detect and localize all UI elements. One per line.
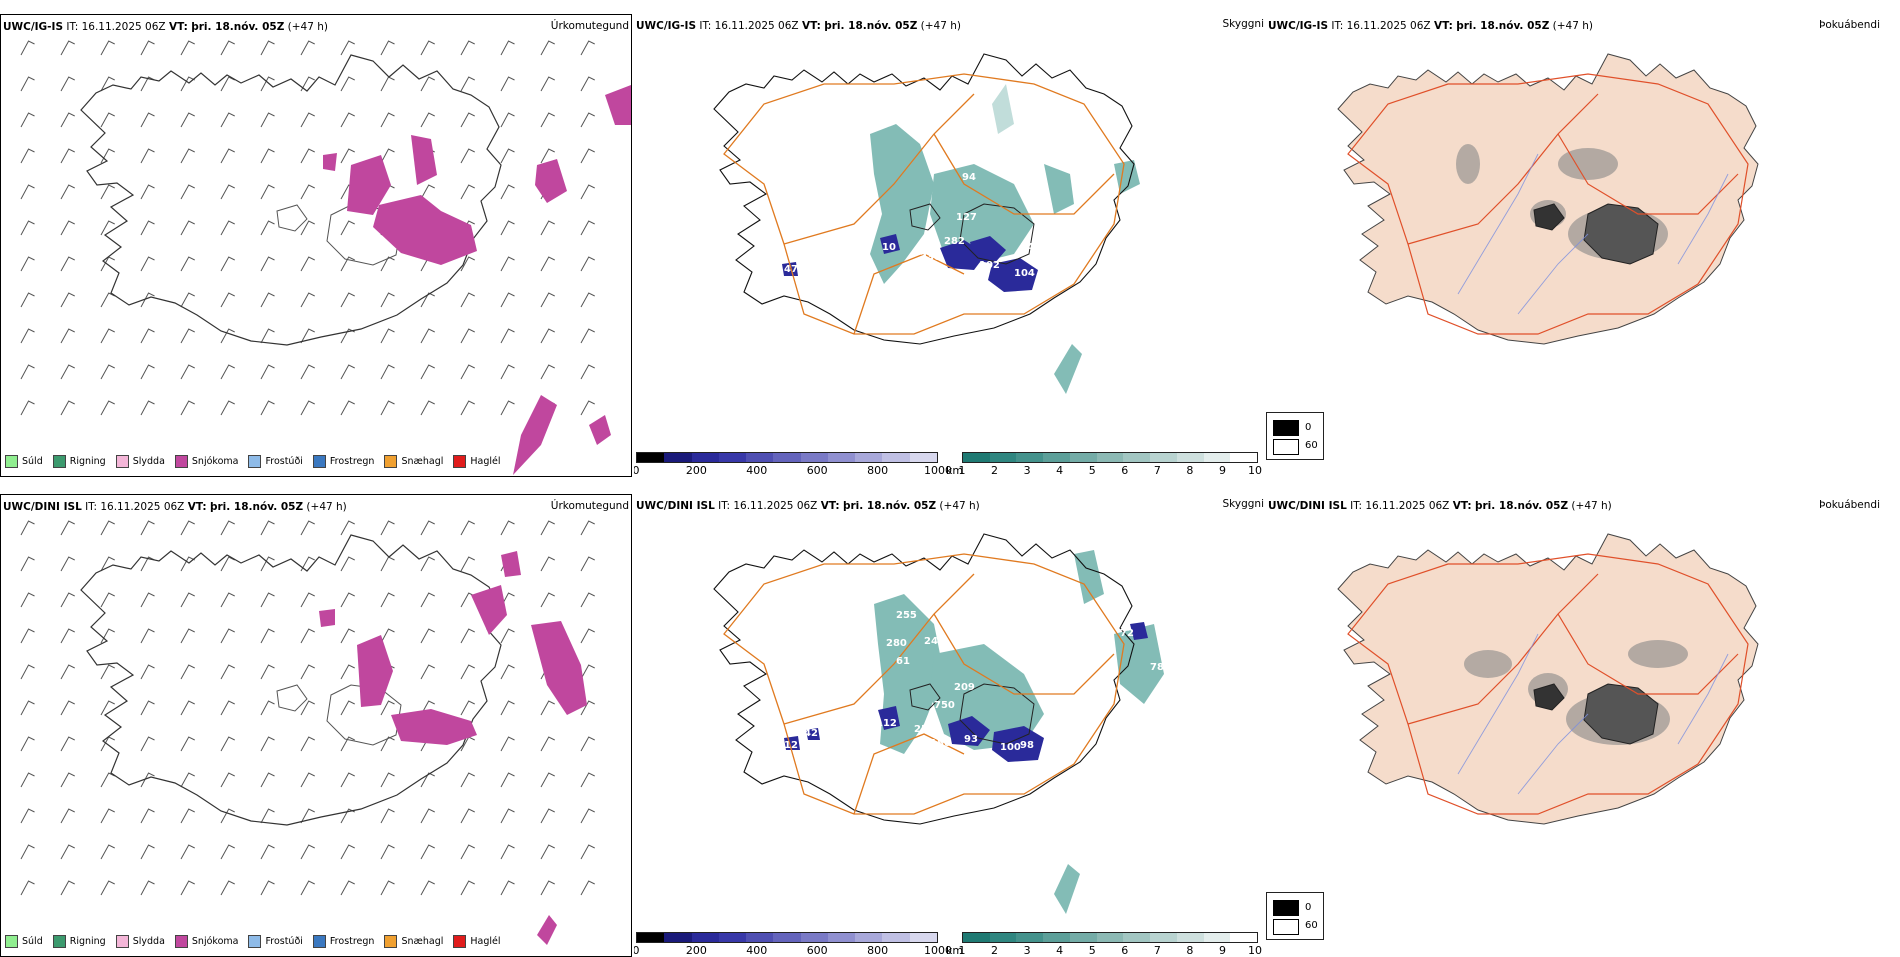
legend-item-haglel: Haglél: [453, 935, 501, 948]
svg-text:255: 255: [896, 610, 917, 621]
svg-text:12: 12: [784, 740, 798, 751]
svg-text:209: 209: [954, 682, 975, 693]
legend-item-frostudi: Frostúði: [248, 455, 303, 468]
precip-type-map: [20, 40, 631, 475]
visibility-colorbar: 1 2 3 4 5 6 7 8 9 10 km: [946, 452, 1262, 477]
legend-item-frostudi: Frostúði: [248, 935, 303, 948]
fog-map: [1337, 533, 1759, 825]
variable-label: Þokuábendi: [1819, 19, 1880, 31]
visibility-map: 255 249 280 61 209 750 72 57 77 787 112 …: [713, 533, 1171, 914]
svg-text:57: 57: [1142, 610, 1156, 621]
fog-map: [1337, 53, 1759, 345]
variable-label: Þokuábendi: [1819, 499, 1880, 511]
fog-legend: 0 60: [1266, 412, 1324, 460]
svg-text:257: 257: [914, 724, 935, 735]
legend-item-slydda: Slydda: [115, 935, 165, 948]
variable-label: Skyggni: [1222, 18, 1265, 30]
legend-item-frostregn: Frostregn: [312, 935, 374, 948]
precip-type-legend: Súld Rigning Slydda Snjókoma Frostúði Fr…: [5, 455, 501, 468]
ceiling-labels: 255 249 280 61 209 750 72 57 77 787 112 …: [784, 610, 1171, 753]
legend-item-sudl: Súld: [5, 455, 43, 468]
svg-text:186: 186: [930, 738, 951, 749]
svg-text:98: 98: [1020, 740, 1034, 751]
svg-text:94: 94: [962, 172, 976, 183]
svg-text:750: 750: [934, 700, 955, 711]
svg-text:77: 77: [1156, 632, 1170, 643]
legend-item-rigning: Rigning: [52, 935, 106, 948]
svg-text:282: 282: [944, 236, 965, 247]
variable-label: Úrkomutegund: [550, 500, 629, 512]
svg-text:100: 100: [1000, 742, 1021, 753]
panel-header: UWC/IG-IS IT: 16.11.2025 06Z VT: þri. 18…: [3, 21, 329, 33]
legend-item-snjokoma: Snjókoma: [174, 455, 238, 468]
svg-text:72: 72: [1120, 628, 1134, 639]
variable-label: Skyggni: [1222, 498, 1265, 510]
panel-header: UWC/IG-IS IT: 16.11.2025 06Z VT: þri. 18…: [1268, 20, 1594, 32]
svg-text:102: 102: [979, 260, 1000, 271]
precip-type-panel-dini: UWC/DINI ISL IT: 16.11.2025 06Z VT: þri.…: [0, 494, 632, 957]
svg-text:93: 93: [964, 734, 978, 745]
snow-areas: [323, 85, 631, 475]
fog-legend: 0 60: [1266, 892, 1324, 940]
panel-header: UWC/DINI ISL IT: 16.11.2025 06Z VT: þri.…: [1268, 500, 1612, 512]
svg-text:236: 236: [920, 252, 941, 263]
precip-type-panel-igis: UWC/IG-IS IT: 16.11.2025 06Z VT: þri. 18…: [0, 14, 632, 477]
visibility-colorbar: 1 2 3 4 5 6 7 8 9 10 km: [946, 932, 1262, 957]
svg-text:61: 61: [896, 656, 910, 667]
fog-panel-dini: UWC/DINI ISL IT: 16.11.2025 06Z VT: þri.…: [1266, 494, 1900, 957]
legend-item-snaehagl: Snæhagl: [384, 455, 443, 468]
fog-panel-igis: UWC/IG-IS IT: 16.11.2025 06Z VT: þri. 18…: [1266, 14, 1900, 477]
svg-text:127: 127: [956, 212, 977, 223]
visibility-map: 94 127 282 102 104 147 236 180 10 47: [713, 53, 1140, 394]
snow-areas: [319, 551, 587, 945]
precip-type-legend: Súld Rigning Slydda Snjókoma Frostúði Fr…: [5, 935, 501, 948]
svg-text:249: 249: [924, 636, 945, 647]
svg-text:147: 147: [1020, 242, 1041, 253]
svg-text:112: 112: [876, 718, 897, 729]
svg-text:104: 104: [1014, 268, 1035, 279]
panel-header: UWC/IG-IS IT: 16.11.2025 06Z VT: þri. 18…: [636, 20, 962, 32]
legend-item-haglel: Haglél: [453, 455, 501, 468]
svg-text:787: 787: [1150, 662, 1171, 673]
svg-text:180: 180: [930, 268, 951, 279]
svg-text:10: 10: [882, 242, 896, 253]
visibility-panel-dini: UWC/DINI ISL IT: 16.11.2025 06Z VT: þri.…: [634, 494, 1264, 957]
legend-item-rigning: Rigning: [52, 455, 106, 468]
legend-item-slydda: Slydda: [115, 455, 165, 468]
svg-text:47: 47: [784, 264, 798, 275]
panel-header: UWC/DINI ISL IT: 16.11.2025 06Z VT: þri.…: [636, 500, 980, 512]
legend-item-sudl: Súld: [5, 935, 43, 948]
panel-header: UWC/DINI ISL IT: 16.11.2025 06Z VT: þri.…: [3, 501, 347, 513]
svg-text:42: 42: [804, 728, 818, 739]
precip-type-map: [20, 520, 595, 945]
ceiling-labels: 94 127 282 102 104 147 236 180 10 47: [784, 172, 1041, 279]
variable-label: Úrkomutegund: [550, 20, 629, 32]
legend-item-snaehagl: Snæhagl: [384, 935, 443, 948]
visibility-panel-igis: UWC/IG-IS IT: 16.11.2025 06Z VT: þri. 18…: [634, 14, 1264, 477]
legend-item-frostregn: Frostregn: [312, 455, 374, 468]
legend-item-snjokoma: Snjókoma: [174, 935, 238, 948]
svg-text:280: 280: [886, 638, 907, 649]
